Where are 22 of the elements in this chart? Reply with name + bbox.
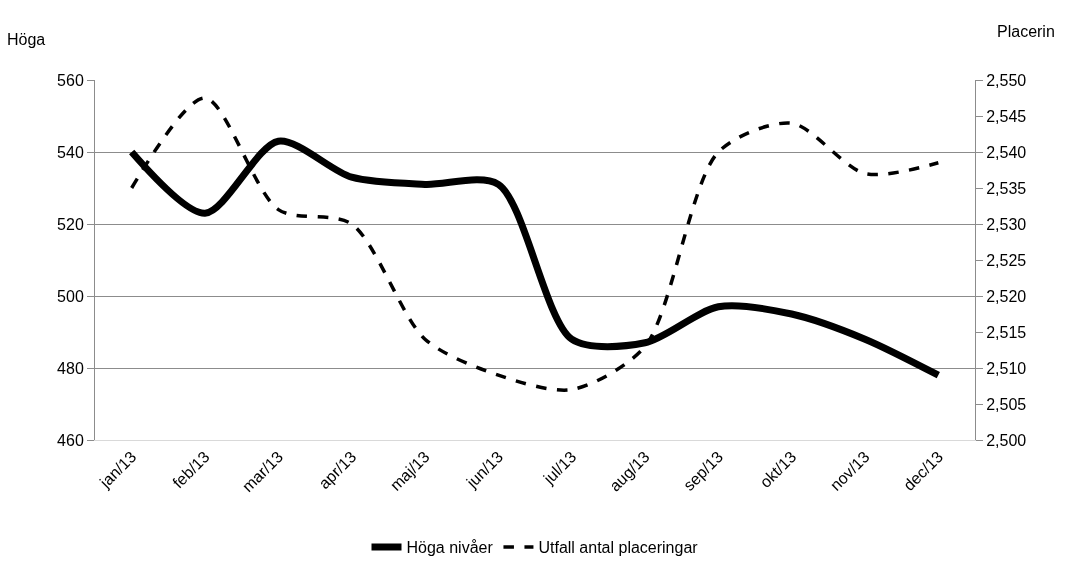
- y-tick-label: 540: [57, 143, 84, 161]
- y-tick-label: 500: [57, 287, 84, 305]
- y-tick-label: 520: [57, 215, 84, 233]
- y2-tick-label: 2,505: [986, 395, 1027, 413]
- y2-tick-label: 2,510: [986, 359, 1027, 377]
- y2-tick-label: 2,545: [986, 107, 1027, 125]
- y-axis-title: Höga: [7, 31, 46, 48]
- y2-tick-label: 2,540: [986, 143, 1027, 161]
- y-tick-label: 480: [57, 359, 84, 377]
- y2-tick-label: 2,500: [986, 431, 1027, 449]
- y2-axis-title: Placerin: [997, 23, 1055, 40]
- y2-tick-label: 2,525: [986, 251, 1027, 269]
- line-series: [129, 96, 941, 392]
- y2-tick-label: 2,550: [986, 71, 1027, 89]
- y-tick-label: 560: [57, 71, 84, 89]
- legend-label: Höga nivåer: [406, 539, 494, 557]
- y-tick-label: 460: [57, 431, 84, 449]
- y2-tick-label: 2,515: [986, 323, 1027, 341]
- y2-tick-label: 2,535: [986, 179, 1027, 197]
- y2-tick-label: 2,520: [986, 287, 1027, 305]
- y2-tick-label: 2,530: [986, 215, 1027, 233]
- legend-label: Utfall antal placeringar: [538, 539, 699, 557]
